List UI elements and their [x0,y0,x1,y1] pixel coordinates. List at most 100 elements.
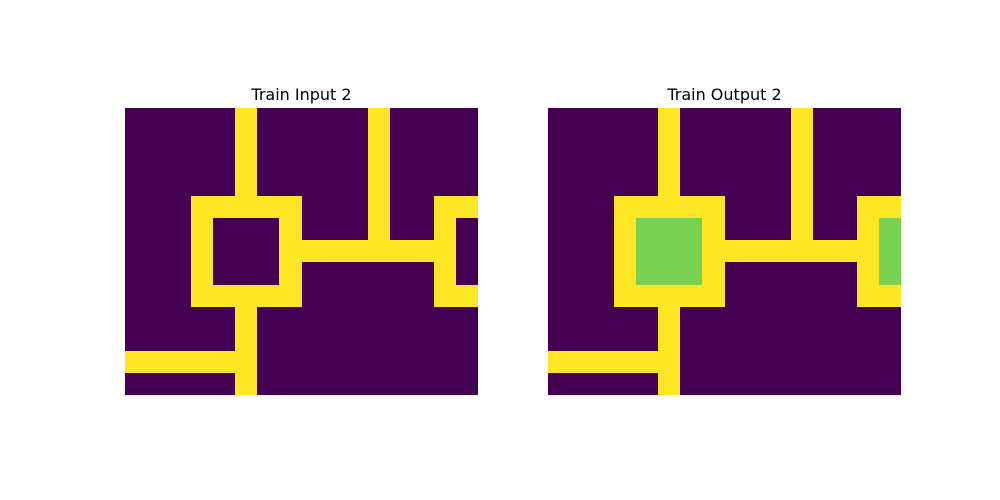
grid-cell [257,108,280,131]
grid-cell [570,196,593,219]
grid-cell [812,306,835,329]
grid-cell [455,240,478,263]
grid-cell [614,372,637,395]
grid-cell [856,306,879,329]
grid-cell [878,262,901,285]
grid-cell [367,328,390,351]
grid-cell [702,372,725,395]
grid-cell [790,240,813,263]
grid-cell [768,284,791,307]
grid-cell [702,262,725,285]
grid-cell [191,152,214,175]
grid-cell [548,196,571,219]
grid-cell [389,196,412,219]
grid-cell [680,196,703,219]
grid-cell [455,284,478,307]
grid-cell [614,328,637,351]
grid-cell [169,372,192,395]
grid-cell [279,218,302,241]
grid-cell [125,372,148,395]
grid-cell [345,372,368,395]
grid-cell [746,174,769,197]
grid-cell [191,196,214,219]
grid-cell [548,130,571,153]
grid-cell [125,328,148,351]
grid-cell [279,328,302,351]
grid-cell [570,372,593,395]
grid-cell [235,372,258,395]
grid-cell [279,174,302,197]
grid-cell [856,372,879,395]
grid-cell [834,262,857,285]
grid-cell [169,218,192,241]
grid-cell [345,328,368,351]
grid-cell [213,108,236,131]
grid-cell [235,174,258,197]
grid-cell [389,108,412,131]
grid-cell [147,262,170,285]
grid-cell [301,240,324,263]
grid-cell [433,372,456,395]
grid-cell [213,196,236,219]
grid-cell [878,372,901,395]
grid-cell [301,284,324,307]
grid-cell [878,350,901,373]
grid-cell [548,262,571,285]
grid-cell [724,196,747,219]
grid-cell [570,108,593,131]
grid-cell [856,284,879,307]
grid-cell [658,108,681,131]
grid-cell [147,218,170,241]
grid-cell [433,174,456,197]
grid-cell [213,174,236,197]
grid-cell [213,218,236,241]
grid-cell [213,284,236,307]
grid-cell [548,174,571,197]
grid-cell [213,262,236,285]
grid-cell [213,372,236,395]
grid-cell [367,108,390,131]
grid-cell [834,306,857,329]
grid-cell [790,152,813,175]
grid-cell [724,284,747,307]
grid-cell [213,350,236,373]
grid-cell [279,196,302,219]
grid-cell [191,284,214,307]
grid-cell [367,350,390,373]
grid-cell [812,350,835,373]
grid-cell [614,196,637,219]
grid-cell [323,152,346,175]
grid-cell [614,306,637,329]
grid-cell [878,130,901,153]
grid-cell [235,350,258,373]
grid-cell [389,218,412,241]
grid-cell [147,328,170,351]
grid-cell [636,196,659,219]
grid-cell [812,108,835,131]
grid-cell [257,306,280,329]
grid-cell [790,196,813,219]
grid-cell [878,328,901,351]
grid-cell [834,240,857,263]
grid-cell [169,152,192,175]
grid-cell [323,218,346,241]
grid-cell [257,130,280,153]
grid-cell [367,174,390,197]
grid-cell [301,218,324,241]
grid-cell [834,328,857,351]
grid-cell [345,350,368,373]
grid-cell [878,240,901,263]
grid-cell [213,306,236,329]
grid-cell [323,350,346,373]
grid-cell [257,218,280,241]
grid-cell [834,108,857,131]
grid-cell [389,328,412,351]
grid-cell [856,196,879,219]
grid-cell [724,174,747,197]
grid-cell [548,350,571,373]
grid-cell [658,306,681,329]
grid-cell [389,262,412,285]
grid-cell [768,152,791,175]
grid-cell [570,262,593,285]
grid-cell [592,218,615,241]
